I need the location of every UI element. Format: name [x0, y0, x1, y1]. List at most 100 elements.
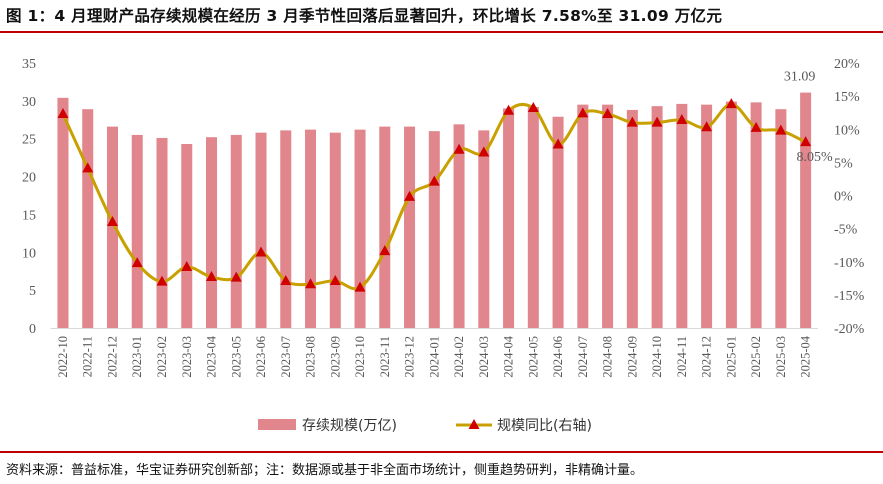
yoy-marker [106, 216, 118, 226]
x-axis-tick: 2023-03 [180, 336, 194, 378]
bar [230, 134, 242, 328]
x-axis-tick: 2024-05 [526, 336, 540, 378]
x-axis-tick: 2024-12 [700, 336, 714, 378]
x-axis-tick: 2024-03 [477, 336, 491, 378]
bar [775, 109, 787, 328]
bar [404, 126, 416, 328]
bar [255, 132, 267, 328]
bar [428, 131, 440, 328]
x-axis-tick: 2022-11 [81, 336, 95, 377]
right-axis-tick: -10% [834, 256, 865, 271]
yoy-marker [527, 102, 539, 113]
bar-data-label: 31.09 [784, 70, 816, 85]
left-axis-tick: 20 [22, 171, 36, 186]
yoy-marker [255, 246, 267, 257]
left-axis-tick: 35 [22, 57, 36, 72]
x-axis-tick: 2024-04 [502, 335, 516, 377]
yoy-marker [181, 261, 193, 272]
bar [750, 102, 762, 328]
legend-line-marker [468, 419, 480, 429]
bar [329, 132, 341, 328]
bar [57, 97, 69, 328]
yoy-marker [354, 281, 366, 292]
right-axis-tick: -20% [834, 322, 865, 337]
bar [577, 104, 589, 329]
bar [82, 109, 94, 328]
yoy-marker [305, 278, 317, 289]
x-axis-tick: 2023-09 [328, 336, 342, 378]
title-rule [0, 31, 883, 33]
x-axis-tick: 2023-05 [229, 336, 243, 378]
left-axis-tick: 0 [29, 322, 36, 337]
legend-line-label: 规模同比(右轴) [497, 418, 592, 434]
bar [800, 92, 812, 329]
x-axis-tick: 2024-08 [601, 336, 615, 378]
x-axis-tick: 2024-02 [452, 336, 466, 378]
legend-bar-swatch [258, 419, 296, 430]
x-axis-tick: 2023-02 [155, 336, 169, 378]
right-axis-tick: 20% [834, 57, 860, 72]
x-axis-tick: 2024-10 [650, 336, 664, 378]
x-axis-tick: 2025-02 [749, 336, 763, 378]
x-axis-tick: 2023-07 [279, 336, 293, 378]
x-axis-tick: 2024-09 [625, 336, 639, 378]
left-axis-tick: 5 [29, 284, 36, 299]
yoy-marker [206, 270, 218, 281]
x-axis-tick: 2023-10 [353, 336, 367, 378]
bar [626, 109, 638, 328]
yoy-marker [626, 116, 638, 127]
yoy-marker [725, 98, 737, 109]
bar [527, 106, 539, 329]
x-axis-tick: 2022-12 [105, 336, 119, 378]
yoy-marker [404, 190, 416, 201]
bar [181, 144, 193, 328]
x-axis-tick: 2025-04 [799, 335, 813, 377]
bar [701, 104, 713, 329]
x-axis-tick: 2024-11 [675, 336, 689, 377]
bar [453, 124, 465, 328]
line-data-label: 8.05% [797, 150, 834, 165]
bar [305, 129, 317, 328]
x-axis-tick: 2025-03 [774, 336, 788, 378]
right-axis-tick: 10% [834, 123, 860, 138]
yoy-marker [131, 257, 143, 268]
figure-title: 图 1：4 月理财产品存续规模在经历 3 月季节性回落后显著回升，环比增长 7.… [6, 7, 723, 25]
bar [156, 137, 168, 328]
yoy-marker [775, 124, 787, 135]
bar [725, 101, 737, 328]
footer-rule [0, 451, 883, 453]
bar [379, 126, 391, 328]
x-axis-tick: 2022-10 [56, 336, 70, 378]
right-axis-tick: -15% [834, 289, 865, 304]
x-axis-tick: 2023-11 [378, 336, 392, 377]
yoy-marker [800, 136, 812, 147]
legend-bar-label: 存续规模(万亿) [302, 417, 397, 434]
x-axis-tick: 2025-01 [724, 336, 738, 378]
bar [106, 126, 118, 328]
yoy-marker [82, 162, 94, 173]
yoy-marker [230, 271, 242, 282]
x-axis-tick: 2023-01 [130, 336, 144, 378]
bar [651, 106, 663, 329]
yoy-marker [701, 121, 713, 132]
x-axis-tick: 2023-12 [403, 336, 417, 378]
yoy-marker [329, 274, 341, 285]
yoy-marker [379, 245, 391, 256]
bar [206, 137, 218, 328]
bar [503, 108, 515, 328]
yoy-marker [503, 104, 515, 115]
left-axis-tick: 10 [22, 246, 36, 261]
yoy-marker [651, 116, 663, 127]
yoy-marker [428, 175, 440, 186]
left-axis-tick: 30 [22, 95, 36, 110]
bar [478, 130, 490, 328]
bar [552, 116, 564, 328]
x-axis-tick: 2024-01 [427, 336, 441, 378]
yoy-marker [577, 107, 589, 118]
yoy-marker [57, 108, 69, 119]
yoy-marker [750, 121, 762, 132]
right-axis-tick: 15% [834, 90, 860, 105]
x-axis-tick: 2023-08 [304, 336, 318, 378]
right-axis-tick: 0% [834, 190, 853, 205]
